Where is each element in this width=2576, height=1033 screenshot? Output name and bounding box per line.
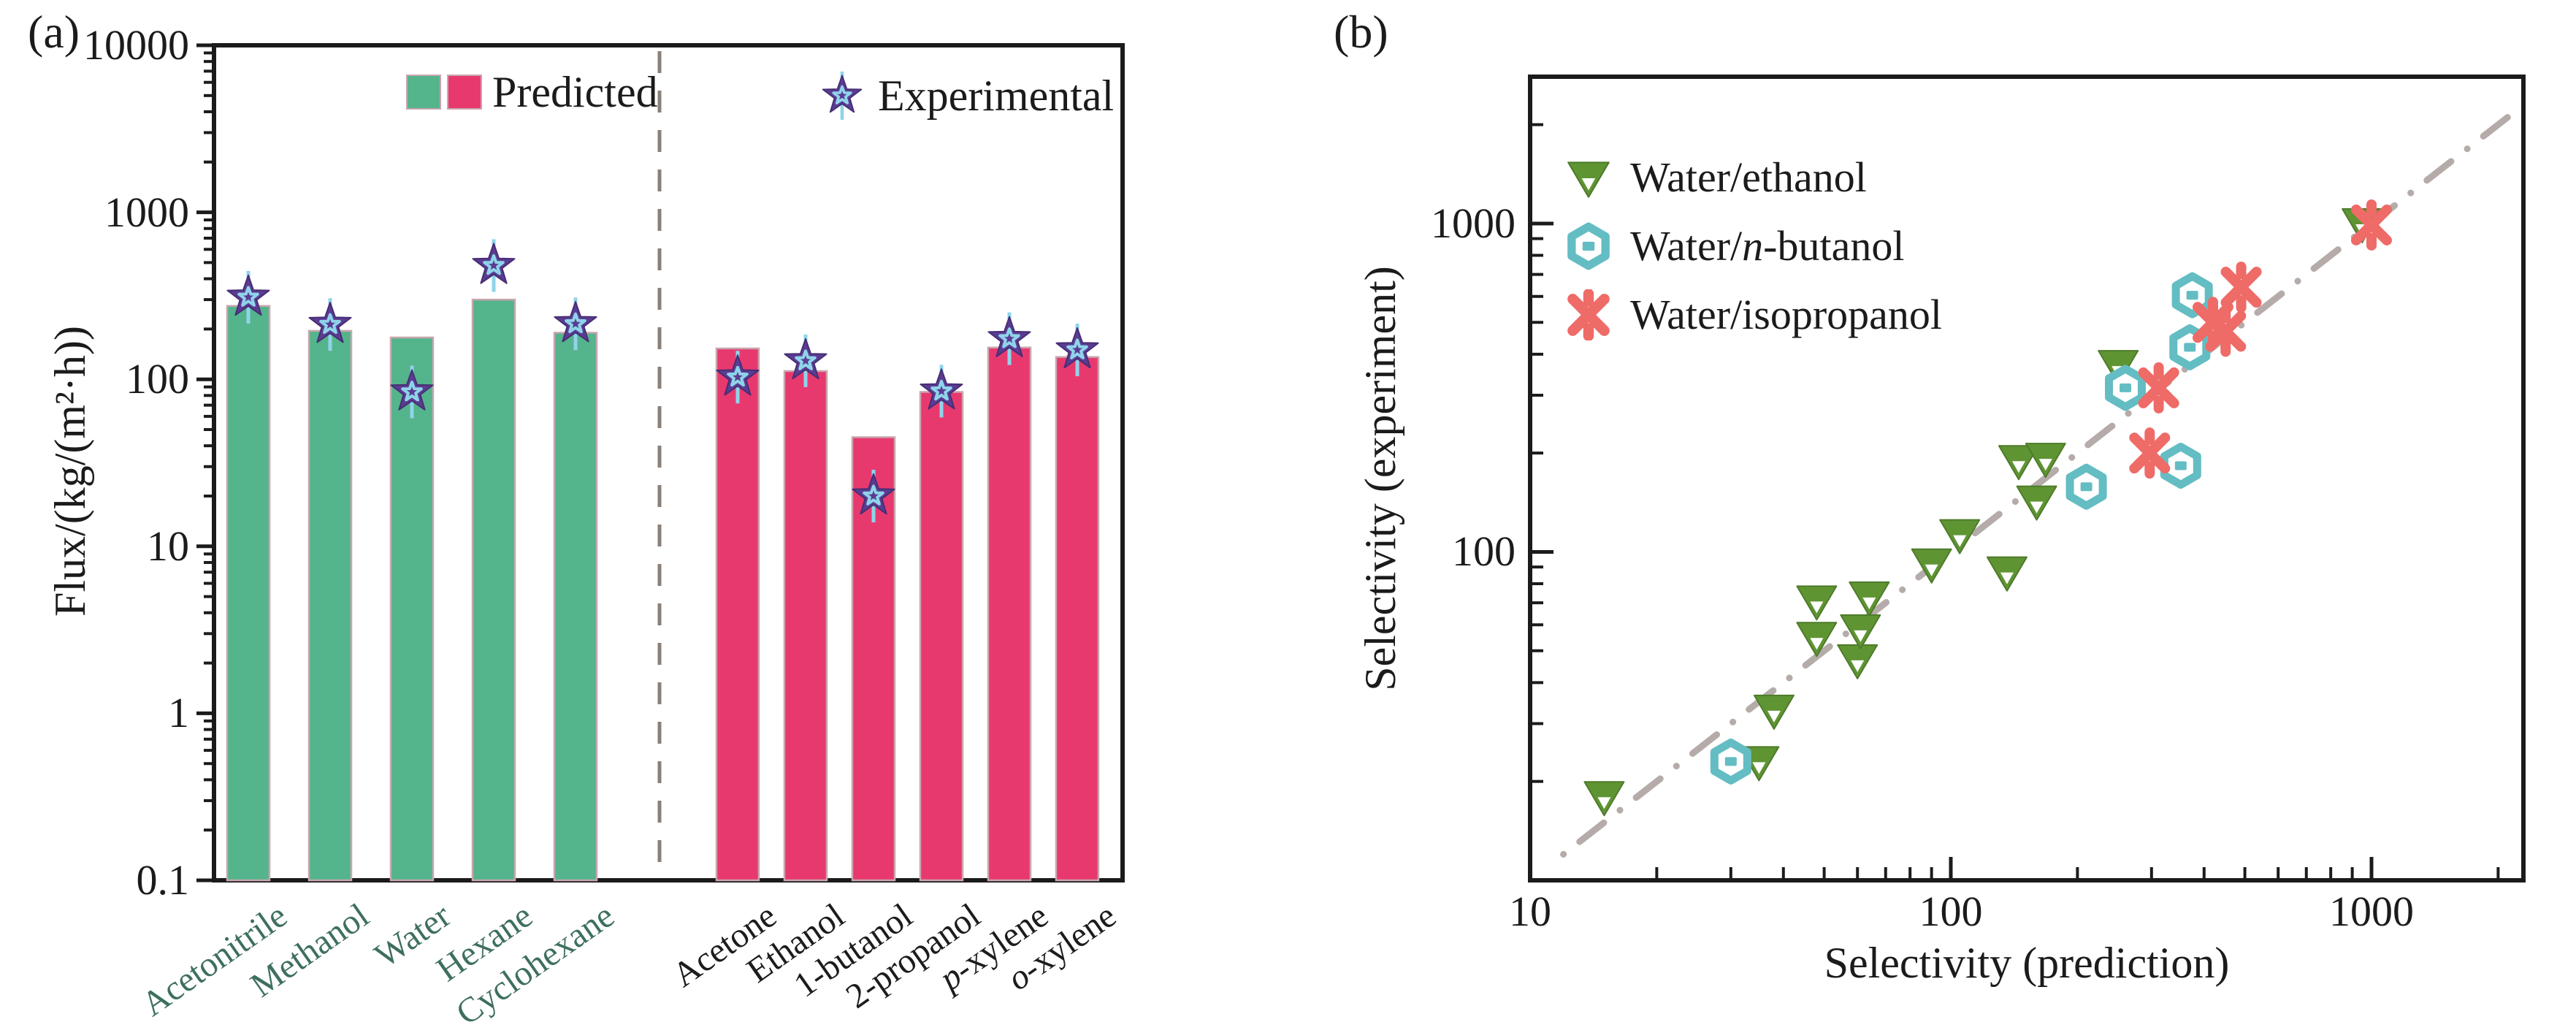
y-tick-label: 10000 — [83, 21, 189, 69]
scatter-point-hexagon — [2070, 468, 2103, 506]
scatter-point-x-cross — [2144, 367, 2174, 408]
legend-item-water-n-butanol: Water/n-butanol — [1563, 221, 1942, 272]
x-tick-label: 100 — [1919, 888, 1983, 935]
legend-predicted: Predicted — [406, 70, 658, 114]
predicted-bar — [226, 305, 271, 882]
predicted-bar — [553, 332, 598, 882]
legend-label: Water/ethanol — [1630, 153, 1867, 201]
predicted-bar — [1055, 356, 1100, 882]
legend-series: Water/ethanol Water/n-butanol Water/isop… — [1563, 152, 1942, 340]
scatter-point-triangle-down — [2025, 443, 2066, 479]
y-tick-label: 10 — [147, 522, 189, 570]
panel-a-tag: (a) — [28, 6, 80, 58]
predicted-green-swatch — [406, 75, 441, 110]
scatter-point-triangle-down — [2016, 485, 2057, 521]
panel-b-x-axis-label: Selectivity (prediction) — [1824, 939, 2230, 987]
scatter-point-triangle-down — [1939, 519, 1981, 554]
predicted-bar — [715, 347, 760, 882]
legend-experimental: Experimental — [817, 70, 1114, 121]
y-tick-label: 100 — [126, 355, 189, 403]
legend-predicted-label: Predicted — [492, 68, 658, 116]
y-tick-label: 0.1 — [136, 856, 190, 904]
star-icon — [817, 70, 868, 121]
x-cross-icon — [1563, 289, 1614, 340]
y-tick-label: 1 — [168, 689, 189, 737]
predicted-bar — [307, 329, 353, 882]
predicted-bar — [783, 370, 828, 882]
scatter-point-triangle-down — [1753, 694, 1795, 730]
legend-label: Water/n-butanol — [1630, 222, 1905, 270]
legend-experimental-label: Experimental — [878, 72, 1115, 120]
predicted-pink-swatch — [447, 75, 482, 110]
panel-a-plot-area — [212, 43, 1125, 883]
scatter-point-x-cross — [2134, 432, 2165, 473]
scatter-point-triangle-down — [1986, 556, 2027, 592]
predicted-bar — [471, 298, 516, 882]
predicted-bar — [389, 336, 435, 882]
parity-line — [1560, 102, 2526, 858]
scatter-point-triangle-down — [1796, 585, 1838, 621]
panel-b-plot-area — [1528, 75, 2526, 883]
hexagon-icon — [1563, 221, 1614, 272]
scatter-point-triangle-down — [1837, 644, 1879, 679]
panel-b-tag: (b) — [1334, 6, 1388, 58]
triangle-down-icon — [1567, 161, 1610, 198]
x-tick-label: 1000 — [2329, 888, 2414, 935]
scatter-point-hexagon — [2109, 369, 2142, 407]
scatter-point-x-cross — [2226, 267, 2257, 308]
predicted-bar — [987, 346, 1032, 882]
y-tick-label: 1000 — [104, 188, 189, 236]
legend-label: Water/isopropanol — [1630, 291, 1942, 338]
panel-b-y-axis-label: Selectivity (experiment) — [1356, 266, 1404, 691]
scatter-point-triangle-down — [1796, 622, 1838, 657]
panel-a-y-axis-label: Flux/(kg/(m²·h)) — [46, 326, 94, 617]
x-tick-label: 10 — [1509, 888, 1551, 935]
experimental-star-marker — [473, 239, 514, 291]
y-tick-label: 100 — [1452, 527, 1516, 576]
predicted-bar — [919, 391, 964, 882]
y-tick-label: 1000 — [1431, 199, 1516, 247]
scatter-point-hexagon — [1714, 742, 1747, 780]
legend-item-water-ethanol: Water/ethanol — [1563, 152, 1942, 203]
legend-item-water-isopropanol: Water/isopropanol — [1563, 289, 1942, 340]
scatter-point-triangle-down — [1849, 581, 1890, 617]
